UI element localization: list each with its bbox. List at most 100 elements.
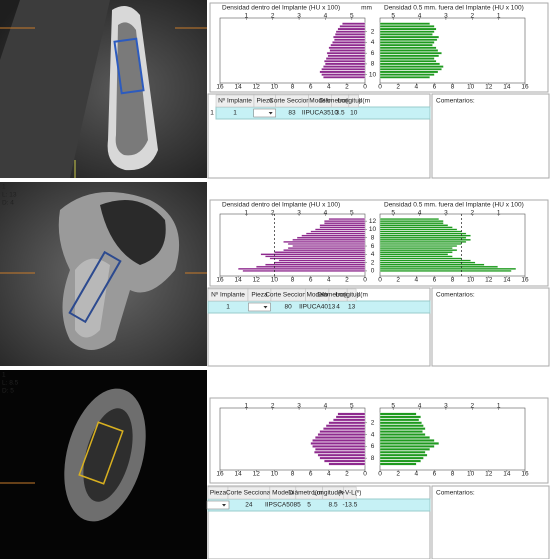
- x-tick-label: 2: [345, 277, 349, 284]
- ct-label: D: 4: [2, 200, 14, 207]
- column-header: Corte Seccional: [269, 98, 315, 105]
- x-tick-label: 2: [396, 277, 400, 284]
- bar: [379, 240, 467, 243]
- bar: [379, 453, 428, 457]
- top-tick-label: 4: [418, 210, 422, 217]
- top-tick-label: 5: [350, 210, 354, 217]
- bar: [292, 245, 366, 248]
- comments-area: [431, 485, 550, 559]
- bar: [379, 265, 498, 268]
- bar: [325, 424, 366, 428]
- bar: [278, 259, 366, 262]
- bar: [329, 49, 366, 52]
- y-tick-label: 2: [371, 28, 375, 35]
- axis-label: mm: [361, 5, 372, 12]
- dropdown-arrow[interactable]: [222, 504, 226, 507]
- bar: [324, 459, 366, 463]
- x-tick-label: 16: [216, 277, 224, 284]
- top-tick-label: 2: [470, 13, 474, 20]
- x-tick-label: 10: [467, 84, 475, 91]
- top-tick-label: 5: [350, 13, 354, 20]
- dropdown[interactable]: [248, 302, 271, 312]
- table-cell: 24: [245, 502, 253, 509]
- y-tick-label: 6: [371, 243, 375, 250]
- top-tick-label: 1: [245, 403, 249, 410]
- x-tick-label: 8: [291, 277, 295, 284]
- bar: [335, 30, 366, 33]
- top-tick-label: 3: [444, 210, 448, 217]
- bar: [317, 433, 366, 436]
- x-tick-label: 2: [345, 84, 349, 91]
- table-cell: 4: [336, 304, 340, 311]
- dropdown[interactable]: [253, 108, 276, 118]
- bar: [379, 259, 471, 262]
- y-tick-label: 4: [371, 39, 375, 46]
- table-cell: 8.5: [329, 502, 338, 509]
- x-tick-label: 6: [433, 471, 437, 478]
- x-tick-label: 14: [235, 277, 243, 284]
- bar: [310, 230, 366, 233]
- bar: [305, 232, 366, 235]
- bar: [379, 38, 438, 42]
- bar: [379, 234, 471, 237]
- bar: [379, 41, 435, 44]
- column-header: Pieza: [210, 490, 227, 497]
- y-tick-label: 8: [371, 61, 375, 68]
- bar: [274, 251, 366, 254]
- x-tick-label: 0: [363, 471, 367, 478]
- x-tick-label: 6: [309, 277, 313, 284]
- dropdown-arrow[interactable]: [263, 306, 268, 309]
- bar: [379, 242, 462, 245]
- series-title: Densidad dentro del Implante (HU x 100): [222, 202, 340, 209]
- bar: [283, 240, 366, 243]
- bar: [323, 65, 366, 68]
- bar: [379, 238, 471, 241]
- bar: [324, 62, 366, 66]
- bar: [319, 430, 366, 433]
- bar: [333, 418, 366, 422]
- ct-image: [0, 182, 207, 366]
- comments-label: Comentarios:: [436, 292, 475, 299]
- bar: [324, 59, 366, 63]
- bar: [337, 412, 366, 416]
- ct-label: D: 5: [2, 388, 14, 395]
- dropdown-arrow[interactable]: [268, 112, 273, 115]
- bar: [379, 418, 420, 422]
- bar: [379, 228, 458, 231]
- bar: [265, 255, 366, 258]
- row-number: 1: [210, 110, 214, 117]
- bar: [314, 450, 366, 454]
- bar: [379, 22, 430, 25]
- table-cell: 83: [288, 110, 296, 117]
- x-tick-label: 6: [309, 471, 313, 478]
- ct-label: 1: [2, 184, 6, 191]
- ct-image: [0, 370, 207, 559]
- bar: [379, 46, 437, 50]
- x-tick-label: 4: [414, 84, 418, 91]
- x-tick-label: 12: [485, 277, 493, 284]
- bar: [379, 247, 453, 250]
- x-tick-label: 14: [235, 84, 243, 91]
- bar: [325, 57, 366, 60]
- bar: [339, 25, 366, 28]
- ct-label: L: 13: [2, 192, 17, 199]
- x-tick-label: 6: [433, 84, 437, 91]
- y-tick-label: 6: [371, 443, 375, 450]
- y-tick-label: 12: [369, 218, 377, 225]
- x-tick-label: 6: [433, 277, 437, 284]
- x-tick-label: 8: [291, 84, 295, 91]
- bar: [328, 46, 366, 50]
- top-tick-label: 2: [271, 403, 275, 410]
- ct-image: [0, 0, 207, 178]
- bar: [379, 70, 439, 74]
- dropdown[interactable]: [206, 500, 230, 510]
- bar: [379, 257, 462, 260]
- x-tick-label: 4: [327, 84, 331, 91]
- bar: [379, 447, 430, 451]
- top-tick-label: 3: [297, 13, 301, 20]
- bar: [379, 62, 440, 66]
- series-title: Densidad 0.5 mm. fuera del Implante (HU …: [384, 202, 524, 209]
- bar: [287, 247, 366, 250]
- bar: [312, 445, 366, 448]
